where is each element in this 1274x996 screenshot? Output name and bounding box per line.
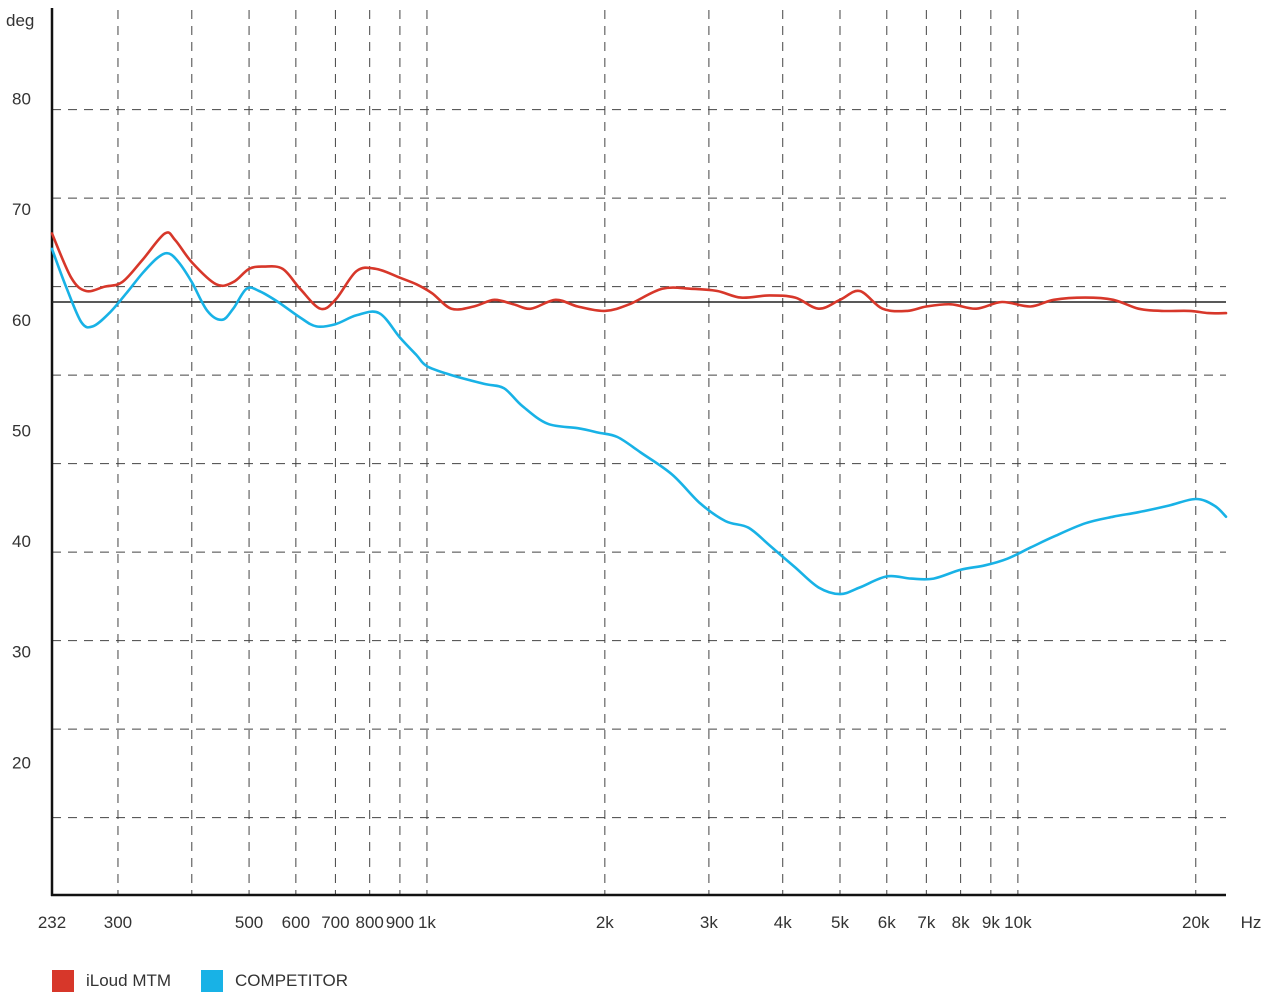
y-tick-label: 60: [12, 311, 31, 330]
axes: [50, 8, 1226, 897]
x-tick-label: 20k: [1182, 913, 1210, 932]
x-tick-label: 8k: [952, 913, 970, 932]
y-tick-label: 40: [12, 532, 31, 551]
x-tick-label: 600: [282, 913, 310, 932]
tick-labels: 20 30 40 50 60 70 80 deg 232 300 500 600 700 800 900 1k…: [6, 11, 1261, 932]
grid: [52, 10, 1226, 895]
legend: iLoud MTM COMPETITOR: [52, 970, 378, 992]
y-axis-label: deg: [6, 11, 34, 30]
x-tick-label: 3k: [700, 913, 718, 932]
x-tick-label: 232: [38, 913, 66, 932]
series-line-competitor: [50, 247, 1228, 596]
y-tick-label: 20: [12, 753, 31, 772]
x-tick-label: 5k: [831, 913, 849, 932]
y-tick-label: 70: [12, 200, 31, 219]
x-tick-label: 7k: [917, 913, 935, 932]
series-group: [50, 231, 1228, 596]
x-tick-label: 9k: [982, 913, 1000, 932]
x-tick-label: 800: [355, 913, 383, 932]
y-tick-label: 30: [12, 643, 31, 662]
x-tick-label: 10k: [1004, 913, 1032, 932]
x-axis-label: Hz: [1241, 913, 1262, 932]
legend-label-competitor: COMPETITOR: [235, 971, 349, 990]
legend-label-iloud-mtm: iLoud MTM: [86, 971, 172, 990]
x-tick-label: 300: [104, 913, 132, 932]
x-tick-label: 4k: [774, 913, 792, 932]
x-tick-label: 6k: [878, 913, 896, 932]
legend-item-competitor: COMPETITOR: [201, 970, 348, 992]
x-tick-label: 1k: [418, 913, 436, 932]
x-tick-label: 2k: [596, 913, 614, 932]
x-tick-label: 700: [321, 913, 349, 932]
y-tick-label: 80: [12, 90, 31, 109]
legend-swatch-iloud-mtm: [52, 970, 74, 992]
series-line-iloud-mtm: [50, 231, 1228, 315]
x-tick-label: 900: [386, 913, 414, 932]
legend-item-iloud-mtm: iLoud MTM: [52, 970, 171, 992]
x-tick-label: 500: [235, 913, 263, 932]
legend-swatch-competitor: [201, 970, 224, 992]
y-tick-label: 50: [12, 421, 31, 440]
